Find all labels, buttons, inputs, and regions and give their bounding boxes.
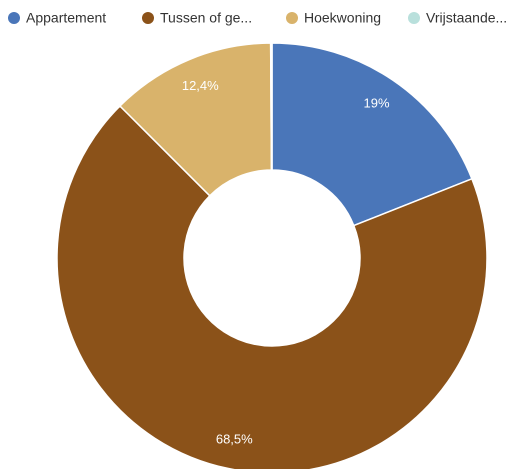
slice-label: 68,5% bbox=[216, 432, 253, 447]
legend-label: Hoekwoning bbox=[304, 10, 381, 26]
slice-label: 12,4% bbox=[182, 78, 219, 93]
legend-label: Vrijstaande... bbox=[426, 10, 507, 26]
legend-swatch bbox=[408, 12, 420, 24]
legend-swatch bbox=[142, 12, 154, 24]
legend-swatch bbox=[286, 12, 298, 24]
slice bbox=[56, 104, 488, 469]
legend-swatch bbox=[8, 12, 20, 24]
slice bbox=[271, 42, 473, 227]
slice bbox=[118, 42, 273, 197]
slice bbox=[269, 42, 273, 171]
legend-label: Appartement bbox=[26, 10, 106, 26]
legend-label: Tussen of ge... bbox=[160, 10, 252, 26]
slice-label: 19% bbox=[364, 96, 390, 111]
